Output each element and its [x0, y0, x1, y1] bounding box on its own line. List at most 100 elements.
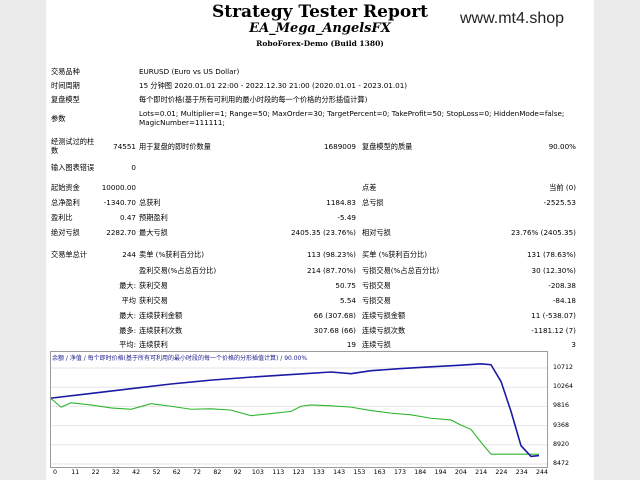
trade-row-label-left: 连续获利 [139, 340, 168, 349]
x-tick-label: 103 [251, 469, 264, 476]
watermark-text: www.mt4.shop [460, 10, 565, 27]
period-value: 15 分钟图 2020.01.01 22:00 - 2022.12.30 21:… [139, 81, 408, 90]
y-tick-label: 10712 [553, 364, 574, 372]
relative-drawdown-value: 23.76% (2405.35) [510, 228, 576, 237]
absolute-drawdown-value: 2282.70 [106, 228, 136, 237]
trade-row-label-right: 连续亏损金额 [362, 311, 406, 320]
x-tick-label: 194 [434, 469, 447, 476]
x-tick-label: 123 [292, 469, 305, 476]
deposit-label: 起始资金 [51, 183, 80, 192]
loss-trades-value: 30 (12.30%) [531, 266, 576, 275]
ticks-label: 用于复盘的即时价数量 [139, 142, 211, 151]
trade-row-prefix: 最大: [119, 311, 136, 320]
equity-line [50, 398, 539, 455]
x-tick-label: 42 [132, 469, 141, 476]
trade-row-value-left: 5.54 [339, 296, 356, 305]
trade-row-value-left: 66 (307.68) [313, 311, 356, 320]
short-positions-label: 卖单 (%获利百分比) [139, 250, 205, 259]
total-trades-value: 244 [122, 250, 136, 259]
x-tick-label: 163 [373, 469, 386, 476]
deposit-value: 10000.00 [101, 183, 136, 192]
ticks-value: 1689009 [323, 142, 356, 151]
trade-row-prefix: 平均 [121, 296, 136, 305]
x-tick-label: 214 [475, 469, 488, 476]
balance-chart-plot [50, 363, 547, 465]
model-value: 每个即时价格(基于所有可利用的最小时段的每一个价格的分形插值计算) [139, 95, 368, 104]
profit-factor-value: 0.47 [119, 213, 136, 222]
x-tick-label: 244 [535, 469, 549, 476]
x-tick-label: 22 [91, 469, 100, 476]
mismatch-label: 输入图表错误 [51, 163, 95, 172]
trade-row-prefix: 平均: [119, 340, 136, 349]
x-tick-label: 204 [454, 469, 467, 476]
expert-name: EA_Mega_AngelsFX [249, 21, 391, 36]
y-tick-label: 9368 [553, 421, 570, 429]
profit-trades-value: 214 (87.70%) [306, 266, 356, 275]
trade-row-label-right: 亏损交易 [362, 281, 391, 290]
trade-row-label-right: 亏损交易 [362, 296, 391, 305]
gross-profit-value: 1184.83 [326, 198, 356, 207]
trade-row-prefix: 最多: [119, 326, 136, 335]
x-tick-label: 82 [213, 469, 222, 476]
parameters-value-line2: MagicNumber=111111; [139, 118, 225, 127]
x-tick-label: 52 [152, 469, 161, 476]
loss-trades-label: 亏损交易(%占总百分比) [362, 266, 440, 275]
x-tick-label: 133 [312, 469, 325, 476]
spread-label: 点差 [362, 183, 377, 192]
quality-label: 复盘模型的质量 [362, 142, 413, 151]
max-drawdown-value: 2405.35 (23.76%) [290, 228, 356, 237]
net-profit-label: 总净盈利 [51, 198, 80, 207]
x-tick-label: 173 [393, 469, 406, 476]
balance-line [50, 363, 540, 458]
y-tick-label: 8472 [553, 460, 570, 467]
chart-legend: 余额 / 净值 / 每个即时价格(基于所有可利用的最小时段的每一个价格的分形插值… [52, 355, 308, 362]
max-drawdown-label: 最大亏损 [139, 228, 168, 237]
mismatch-value: 0 [131, 163, 136, 172]
relative-drawdown-label: 相对亏损 [362, 228, 391, 237]
bars-label-line2: 数 [51, 146, 59, 155]
trade-row-value-right: 3 [571, 340, 576, 349]
x-tick-label: 32 [111, 469, 120, 476]
trade-row-value-right: -208.38 [548, 281, 576, 290]
short-positions-value: 113 (98.23%) [306, 250, 356, 259]
trade-row-label-right: 连续亏损次数 [362, 326, 406, 335]
trade-row-label-left: 获利交易 [139, 281, 168, 290]
trade-row-value-right: 11 (-538.07) [531, 311, 576, 320]
expected-payoff-value: -5.49 [337, 213, 356, 222]
x-tick-label: 234 [515, 469, 528, 476]
server-build: RoboForex-Demo (Build 1380) [256, 39, 384, 48]
symbol-label: 交易品种 [51, 67, 80, 76]
x-tick-label: 11 [71, 469, 80, 476]
x-tick-label: 184 [414, 469, 427, 476]
quality-value: 90.00% [548, 142, 576, 151]
gross-loss-label: 总亏损 [362, 198, 384, 207]
gross-loss-value: -2525.53 [543, 198, 576, 207]
trade-row-value-right: -1181.12 (7) [531, 326, 576, 335]
bars-value: 74551 [113, 142, 136, 151]
y-tick-label: 9816 [553, 402, 570, 410]
profit-factor-label: 盈利比 [51, 213, 73, 222]
profit-trades-label: 盈利交易(%占总百分比) [139, 266, 217, 275]
spread-value: 当前 (0) [549, 183, 576, 192]
x-tick-label: 62 [172, 469, 181, 476]
trade-row-value-left: 307.68 (66) [313, 326, 356, 335]
balance-chart [50, 351, 548, 468]
report-title: Strategy Tester Report [211, 2, 429, 22]
model-label: 复盘模型 [51, 95, 80, 104]
x-tick-label: 224 [495, 469, 508, 476]
x-tick-label: 0 [52, 469, 58, 476]
trade-row-label-left: 获利交易 [139, 296, 168, 305]
parameters-label: 参数 [51, 114, 66, 123]
parameters-value: Lots=0.01; Multiplier=1; Range=50; MaxOr… [139, 109, 565, 118]
absolute-drawdown-label: 绝对亏损 [51, 228, 80, 237]
symbol-value: EURUSD (Euro vs US Dollar) [139, 67, 240, 76]
long-positions-label: 买单 (%获利百分比) [362, 250, 428, 259]
expected-payoff-label: 预期盈利 [139, 213, 168, 222]
x-tick-label: 92 [233, 469, 242, 476]
total-trades-label: 交易单总计 [51, 250, 87, 259]
long-positions-value: 131 (78.63%) [526, 250, 576, 259]
x-tick-label: 72 [193, 469, 202, 476]
bars-label: 经测试过的柱 [51, 137, 95, 146]
trade-row-value-right: -84.18 [552, 296, 576, 305]
y-tick-label: 10264 [553, 383, 574, 391]
